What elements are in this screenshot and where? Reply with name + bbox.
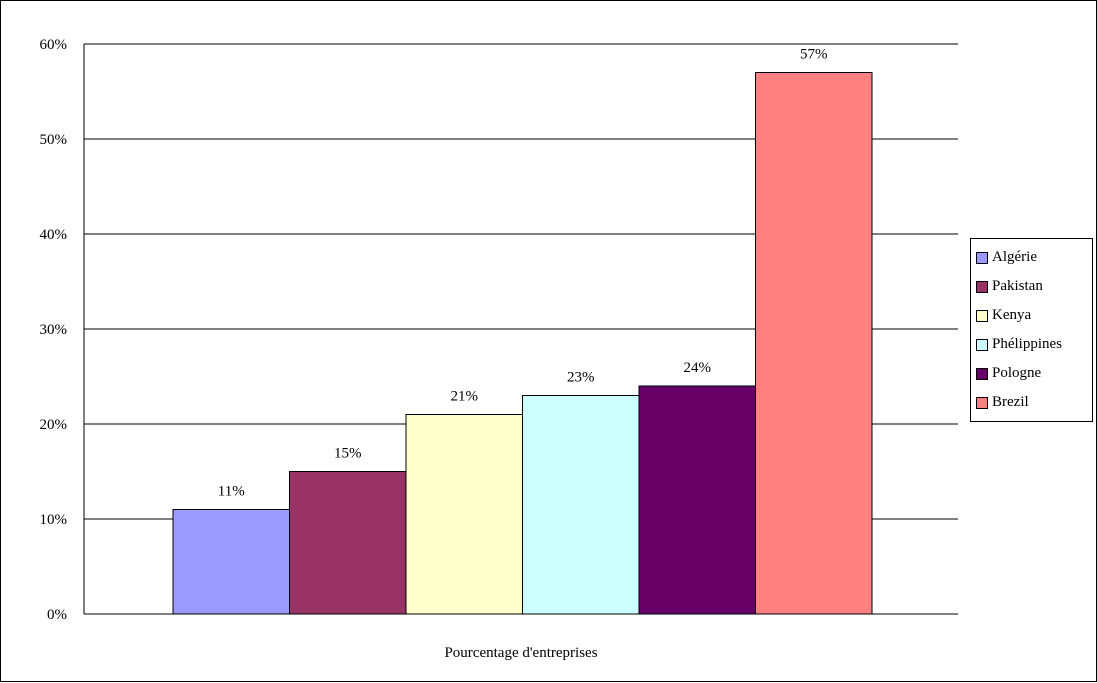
bars <box>173 73 872 615</box>
x-axis-label: Pourcentage d'entreprises <box>444 645 597 661</box>
data-label: 15% <box>334 446 362 462</box>
y-tick-label: 0% <box>47 607 67 623</box>
legend-label: Algérie <box>992 249 1037 266</box>
legend-label: Pologne <box>992 365 1041 382</box>
legend-swatch <box>976 339 988 351</box>
data-label: 11% <box>218 484 245 500</box>
legend-item: Algérie <box>976 243 1092 272</box>
bar <box>406 415 523 615</box>
y-tick-label: 50% <box>40 132 68 148</box>
legend-label: Phélippines <box>992 336 1062 353</box>
y-tick-label: 20% <box>40 417 68 433</box>
data-label: 21% <box>451 389 479 405</box>
y-tick-label: 10% <box>40 512 68 528</box>
legend-swatch <box>976 310 988 322</box>
legend-swatch <box>976 281 988 293</box>
y-axis-ticks: 0% 10% 20% 30% 40% 50% 60% <box>40 37 68 623</box>
bar <box>290 472 407 615</box>
legend-swatch <box>976 252 988 264</box>
legend-item: Kenya <box>976 301 1092 330</box>
legend-label: Kenya <box>992 307 1031 324</box>
legend-item: Pakistan <box>976 272 1092 301</box>
y-tick-label: 40% <box>40 227 68 243</box>
bar <box>639 386 756 614</box>
legend-swatch <box>976 368 988 380</box>
bar <box>173 510 290 615</box>
y-tick-label: 30% <box>40 322 68 338</box>
legend: Algérie Pakistan Kenya Phélippines Pologne Br… <box>970 238 1093 422</box>
data-label: 24% <box>684 360 712 376</box>
y-tick-label: 60% <box>40 37 68 53</box>
data-label: 57% <box>800 47 828 63</box>
legend-label: Brezil <box>992 394 1029 411</box>
legend-item: Brezil <box>976 388 1092 417</box>
legend-item: Pologne <box>976 359 1092 388</box>
bar <box>523 396 640 615</box>
data-label: 23% <box>567 370 595 386</box>
bar <box>756 73 873 615</box>
legend-swatch <box>976 397 988 409</box>
legend-label: Pakistan <box>992 278 1043 295</box>
legend-item: Phélippines <box>976 330 1092 359</box>
